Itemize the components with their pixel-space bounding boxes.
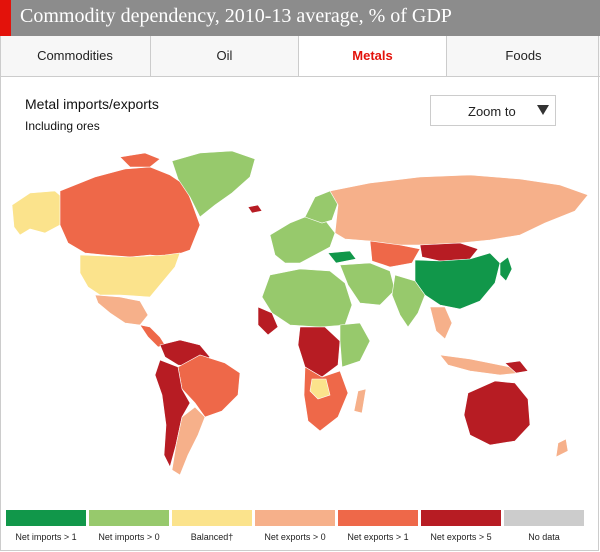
legend-item: Net imports > 1 [6,510,86,542]
legend-swatch [6,510,86,526]
region-australia[interactable] [463,380,531,446]
zoom-dropdown[interactable]: Zoom to [430,95,556,126]
region-canada[interactable] [59,166,201,258]
region-png[interactable] [504,360,529,374]
chevron-down-icon [537,105,549,115]
title-bar: Commodity dependency, 2010-13 average, %… [0,0,600,36]
tab-oil[interactable]: Oil [151,36,299,76]
legend-swatch [421,510,501,526]
region-india[interactable] [391,274,426,328]
region-mongolia[interactable] [419,242,479,262]
region-argentina[interactable] [171,406,206,476]
tab-commodities[interactable]: Commodities [0,36,151,76]
legend-swatch [255,510,335,526]
region-central-africa[interactable] [297,326,341,378]
region-west-africa[interactable] [257,306,279,336]
region-north-africa[interactable] [261,268,353,328]
legend-item: No data [504,510,584,542]
region-central-asia[interactable] [369,240,421,268]
legend-item: Net exports > 0 [255,510,335,542]
region-mexico[interactable] [94,294,149,326]
region-alaska[interactable] [11,190,63,236]
legend-swatch [504,510,584,526]
region-southern-africa[interactable] [303,366,349,432]
region-greenland[interactable] [171,150,256,218]
legend-item: Net exports > 5 [421,510,501,542]
region-copper-belt[interactable] [309,378,331,400]
region-new-zealand[interactable] [555,438,569,458]
map-subheading: Including ores [25,119,100,133]
tab-metals[interactable]: Metals [299,36,447,76]
region-brazil[interactable] [177,354,241,418]
region-central-america[interactable] [139,324,166,348]
legend-swatch [172,510,252,526]
region-turkey[interactable] [327,250,357,264]
region-andes[interactable] [154,359,191,468]
legend-label: Net imports > 1 [15,532,77,542]
tab-bar: Commodities Oil Metals Foods [0,36,600,77]
legend-label: Net exports > 0 [264,532,326,542]
region-east-africa[interactable] [339,322,371,368]
legend-label: Net exports > 5 [430,532,492,542]
world-map[interactable] [0,145,600,480]
tab-foods[interactable]: Foods [447,36,600,76]
legend-item: Net exports > 1 [338,510,418,542]
legend-label: Net exports > 1 [347,532,409,542]
region-china[interactable] [414,252,501,310]
map-heading: Metal imports/exports [25,96,159,112]
title-accent [0,0,11,36]
region-japan[interactable] [499,256,513,282]
legend-item: Net imports > 0 [89,510,169,542]
region-europe[interactable] [269,216,336,264]
region-canada-arctic[interactable] [119,152,161,168]
legend-label: Net imports > 0 [98,532,160,542]
legend-label: Balanced† [190,532,234,542]
region-iceland[interactable] [247,204,263,214]
legend-swatch [338,510,418,526]
page-title: Commodity dependency, 2010-13 average, %… [20,5,452,27]
legend-item: Balanced† [172,510,252,542]
map-legend: Net imports > 1 Net imports > 0 Balanced… [0,510,600,552]
zoom-label: Zoom to [468,104,516,119]
region-madagascar[interactable] [353,388,367,414]
legend-label: No data [528,532,560,542]
region-russia[interactable] [329,174,589,246]
legend-swatch [89,510,169,526]
region-usa[interactable] [79,252,181,298]
region-southeast-asia[interactable] [429,306,453,340]
region-middle-east[interactable] [339,262,396,306]
region-indonesia[interactable] [439,354,521,376]
